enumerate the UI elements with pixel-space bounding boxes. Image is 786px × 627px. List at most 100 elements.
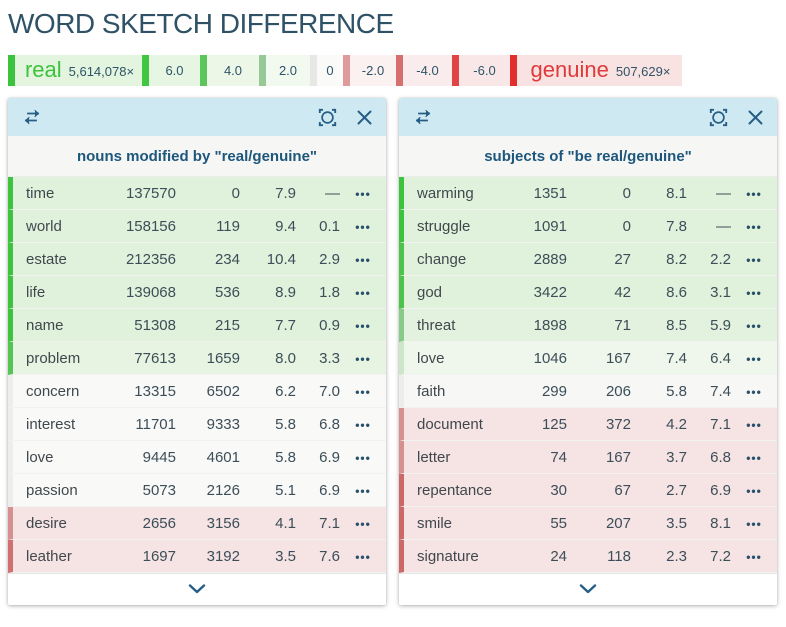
row-menu-button[interactable]: ••• — [731, 251, 777, 268]
row-freq-word2[interactable]: 118 — [607, 547, 631, 565]
row-freq-word2[interactable]: 3192 — [206, 547, 240, 565]
row-freq-word2[interactable]: 3156 — [206, 514, 240, 532]
row-word[interactable]: faith — [417, 382, 446, 400]
row-freq-word2[interactable]: 6502 — [206, 382, 240, 400]
row-word[interactable]: warming — [417, 184, 474, 202]
row-word[interactable]: problem — [26, 349, 81, 367]
row-word[interactable]: concern — [26, 382, 80, 400]
row-freq-word1[interactable]: 9445 — [142, 448, 176, 466]
row-menu-button[interactable]: ••• — [731, 383, 777, 400]
row-menu-button[interactable]: ••• — [340, 482, 386, 499]
row-menu-button[interactable]: ••• — [731, 548, 777, 565]
row-freq-word1[interactable]: 137570 — [125, 184, 176, 202]
close-button[interactable] — [356, 109, 373, 126]
row-freq-word2[interactable]: 67 — [614, 481, 631, 499]
row-freq-word2[interactable]: 234 — [214, 250, 240, 268]
row-word[interactable]: repentance — [417, 481, 493, 499]
row-menu-button[interactable]: ••• — [340, 251, 386, 268]
row-word[interactable]: world — [26, 217, 62, 235]
row-menu-button[interactable]: ••• — [340, 185, 386, 202]
row-freq-word2[interactable]: 71 — [614, 316, 631, 334]
row-menu-button[interactable]: ••• — [340, 284, 386, 301]
row-menu-button[interactable]: ••• — [731, 284, 777, 301]
row-freq-word2[interactable]: 119 — [216, 217, 240, 235]
row-menu-button[interactable]: ••• — [731, 218, 777, 235]
row-freq-word2[interactable]: 4601 — [206, 448, 240, 466]
row-word[interactable]: time — [26, 184, 55, 202]
row-freq-word1[interactable]: 30 — [550, 481, 567, 499]
row-word[interactable]: interest — [26, 415, 76, 433]
row-menu-button[interactable]: ••• — [340, 548, 386, 565]
row-freq-word2[interactable]: 167 — [605, 349, 631, 367]
row-word[interactable]: estate — [26, 250, 67, 268]
row-freq-word1[interactable]: 1697 — [142, 547, 176, 565]
row-word[interactable]: change — [417, 250, 467, 268]
row-freq-word1[interactable]: 24 — [550, 547, 567, 565]
row-freq-word1[interactable]: 212356 — [125, 250, 176, 268]
row-menu-button[interactable]: ••• — [340, 449, 386, 466]
row-menu-button[interactable]: ••• — [731, 416, 777, 433]
row-freq-word2[interactable]: 0 — [622, 217, 631, 235]
row-freq-word1[interactable]: 125 — [541, 415, 567, 433]
row-menu-button[interactable]: ••• — [731, 482, 777, 499]
row-word[interactable]: love — [417, 349, 445, 367]
row-freq-word1[interactable]: 1898 — [533, 316, 567, 334]
row-freq-word2[interactable]: 207 — [605, 514, 631, 532]
close-button[interactable] — [747, 109, 764, 126]
row-menu-button[interactable]: ••• — [340, 515, 386, 532]
swap-words-button[interactable] — [412, 109, 434, 126]
row-word[interactable]: god — [417, 283, 443, 301]
row-word[interactable]: signature — [417, 547, 479, 565]
row-freq-word2[interactable]: 2126 — [206, 481, 240, 499]
row-menu-button[interactable]: ••• — [340, 317, 386, 334]
row-menu-button[interactable]: ••• — [731, 185, 777, 202]
row-freq-word2[interactable]: 0 — [231, 184, 240, 202]
row-freq-word1[interactable]: 74 — [550, 448, 567, 466]
row-word[interactable]: love — [26, 448, 54, 466]
row-menu-button[interactable]: ••• — [731, 449, 777, 466]
row-freq-word2[interactable]: 206 — [605, 382, 631, 400]
row-freq-word2[interactable]: 1659 — [206, 349, 240, 367]
row-word[interactable]: smile — [417, 514, 453, 532]
row-freq-word2[interactable]: 42 — [614, 283, 631, 301]
row-menu-button[interactable]: ••• — [340, 383, 386, 400]
row-freq-word2[interactable]: 372 — [605, 415, 631, 433]
row-word[interactable]: document — [417, 415, 483, 433]
swap-words-button[interactable] — [21, 109, 43, 126]
row-freq-word1[interactable]: 11701 — [135, 415, 176, 433]
row-freq-word2[interactable]: 536 — [214, 283, 240, 301]
row-menu-button[interactable]: ••• — [731, 317, 777, 334]
row-freq-word1[interactable]: 1351 — [533, 184, 567, 202]
row-menu-button[interactable]: ••• — [340, 350, 386, 367]
row-freq-word1[interactable]: 299 — [541, 382, 567, 400]
row-freq-word2[interactable]: 215 — [214, 316, 240, 334]
row-freq-word1[interactable]: 1091 — [533, 217, 567, 235]
row-menu-button[interactable]: ••• — [340, 416, 386, 433]
row-freq-word1[interactable]: 55 — [550, 514, 567, 532]
maximize-button[interactable] — [317, 107, 338, 128]
row-word[interactable]: threat — [417, 316, 456, 334]
row-word[interactable]: struggle — [417, 217, 471, 235]
row-freq-word1[interactable]: 13315 — [134, 382, 176, 400]
row-freq-word2[interactable]: 167 — [605, 448, 631, 466]
row-word[interactable]: name — [26, 316, 64, 334]
expand-button[interactable] — [559, 578, 617, 601]
row-menu-button[interactable]: ••• — [340, 218, 386, 235]
row-freq-word2[interactable]: 27 — [614, 250, 631, 268]
row-freq-word1[interactable]: 158156 — [125, 217, 176, 235]
row-freq-word1[interactable]: 1046 — [533, 349, 567, 367]
row-freq-word1[interactable]: 2656 — [142, 514, 176, 532]
row-freq-word1[interactable]: 51308 — [134, 316, 176, 334]
row-word[interactable]: passion — [26, 481, 78, 499]
row-freq-word1[interactable]: 3422 — [533, 283, 567, 301]
row-freq-word1[interactable]: 77613 — [134, 349, 176, 367]
row-freq-word2[interactable]: 9333 — [206, 415, 240, 433]
row-menu-button[interactable]: ••• — [731, 515, 777, 532]
row-freq-word1[interactable]: 2889 — [533, 250, 567, 268]
row-word[interactable]: letter — [417, 448, 451, 466]
row-word[interactable]: leather — [26, 547, 72, 565]
row-freq-word2[interactable]: 0 — [622, 184, 631, 202]
row-freq-word1[interactable]: 139068 — [125, 283, 176, 301]
row-word[interactable]: desire — [26, 514, 67, 532]
maximize-button[interactable] — [708, 107, 729, 128]
